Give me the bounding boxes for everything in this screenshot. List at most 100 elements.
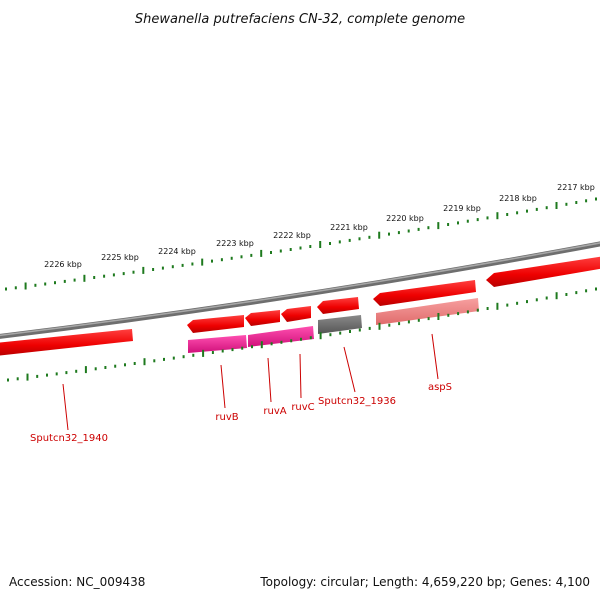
inner-minor-tick <box>211 351 214 354</box>
outer-minor-tick <box>240 255 243 259</box>
gene-label-ruvB[interactable]: ruvB <box>215 412 238 423</box>
outer-minor-tick <box>358 237 361 241</box>
outer-minor-tick <box>279 249 282 253</box>
inner-major-tick <box>555 292 558 300</box>
inner-minor-tick <box>358 328 361 332</box>
inner-minor-tick <box>124 363 126 367</box>
inner-minor-tick <box>241 346 244 350</box>
inner-minor-tick <box>575 291 578 295</box>
inner-minor-tick <box>270 342 273 346</box>
outer-major-tick <box>83 274 86 282</box>
summary-text: Topology: circular; Length: 4,659,220 bp… <box>259 575 590 589</box>
outer-minor-tick <box>486 216 489 220</box>
inner-minor-tick <box>349 330 351 333</box>
inner-minor-tick <box>114 364 117 368</box>
outer-minor-tick <box>93 276 96 279</box>
outer-minor-tick <box>309 245 312 248</box>
gene-label-aspS[interactable]: aspS <box>428 382 452 393</box>
outer-major-tick <box>378 231 381 239</box>
outer-major-tick <box>555 202 558 209</box>
outer-minor-tick <box>575 201 578 204</box>
outer-major-tick <box>496 212 499 220</box>
inner-minor-tick <box>388 323 391 327</box>
inner-minor-tick <box>251 345 253 349</box>
inner-minor-tick <box>447 313 450 317</box>
outer-minor-tick <box>447 223 450 226</box>
tick-label-2218: 2218 kbp <box>499 194 537 203</box>
inner-minor-tick <box>545 296 548 300</box>
gene-upstream-forward <box>486 256 600 287</box>
inner-minor-tick <box>595 287 597 291</box>
outer-minor-tick <box>338 240 341 244</box>
inner-major-tick <box>437 313 440 320</box>
outer-minor-tick <box>466 219 469 223</box>
gene-label-sputcn32-1936[interactable]: Sputcn32_1936 <box>318 396 396 407</box>
inner-minor-tick <box>427 317 430 321</box>
outer-minor-tick <box>417 227 420 231</box>
inner-minor-tick <box>104 366 107 369</box>
outer-minor-tick <box>348 238 351 242</box>
outer-minor-tick <box>122 272 125 276</box>
gene-label-sputcn32-1940[interactable]: Sputcn32_1940 <box>30 433 108 444</box>
tick-label-2225: 2225 kbp <box>101 253 139 262</box>
outer-minor-tick <box>388 232 390 236</box>
inner-minor-tick <box>457 312 460 316</box>
inner-major-tick <box>260 341 263 349</box>
gene-ruvB-forward <box>187 315 244 333</box>
map-title: Shewanella putrefaciens CN-32, complete … <box>135 12 465 27</box>
inner-minor-tick <box>231 348 234 352</box>
outer-minor-tick <box>191 262 194 266</box>
inner-minor-tick <box>368 326 371 330</box>
inner-major-tick <box>319 332 322 340</box>
inner-minor-tick <box>407 320 410 324</box>
inner-minor-tick <box>16 377 19 381</box>
outer-minor-tick <box>427 226 430 230</box>
inner-major-tick <box>84 366 87 374</box>
outer-minor-tick <box>595 197 597 201</box>
inner-minor-tick <box>339 331 342 335</box>
outer-minor-tick <box>230 256 233 260</box>
gene-label-ruvC[interactable]: ruvC <box>291 402 314 413</box>
outer-minor-tick <box>565 202 568 206</box>
outer-minor-tick <box>161 266 164 270</box>
gene-label-ruvA[interactable]: ruvA <box>263 406 286 417</box>
inner-minor-tick <box>75 369 78 373</box>
outer-minor-tick <box>457 221 459 225</box>
inner-major-tick <box>378 322 381 330</box>
inner-minor-tick <box>466 310 469 314</box>
gene-label-leaders <box>62 333 439 431</box>
tick-label-2219: 2219 kbp <box>443 204 481 213</box>
inner-major-tick <box>26 373 29 381</box>
inner-minor-tick <box>535 298 538 302</box>
inner-tick-track <box>7 287 597 382</box>
inner-minor-tick <box>516 301 519 305</box>
inner-minor-tick <box>172 356 175 360</box>
outer-minor-tick <box>299 246 302 250</box>
gene-sputcn32-1940[interactable] <box>0 329 133 356</box>
inner-minor-tick <box>65 371 68 375</box>
inner-minor-tick <box>221 349 224 353</box>
gene-aspS-forward <box>373 280 476 306</box>
outer-minor-tick <box>329 242 331 245</box>
gene-aspS[interactable] <box>376 298 479 325</box>
accession-text: Accession: NC_009438 <box>9 575 145 589</box>
inner-minor-tick <box>182 355 185 359</box>
outer-minor-tick <box>112 273 115 277</box>
inner-minor-tick <box>486 307 489 310</box>
tick-label-2222: 2222 kbp <box>273 231 311 240</box>
gene-ruvA[interactable] <box>248 326 314 347</box>
inner-minor-tick <box>192 353 195 357</box>
gene-sputcn32-1936-forward <box>317 297 359 314</box>
inner-major-tick <box>202 349 205 357</box>
inner-minor-tick <box>280 340 283 344</box>
inner-minor-tick <box>398 322 401 326</box>
outer-minor-tick <box>132 270 135 274</box>
inner-minor-tick <box>526 300 528 304</box>
forward-strand-genes <box>0 256 600 356</box>
inner-minor-tick <box>94 367 97 371</box>
outer-minor-tick <box>44 282 47 286</box>
inner-minor-tick <box>585 289 588 293</box>
outer-minor-tick <box>73 278 76 282</box>
gene-sputcn32-1936[interactable] <box>318 315 362 334</box>
gene-ruvB[interactable] <box>188 335 247 353</box>
